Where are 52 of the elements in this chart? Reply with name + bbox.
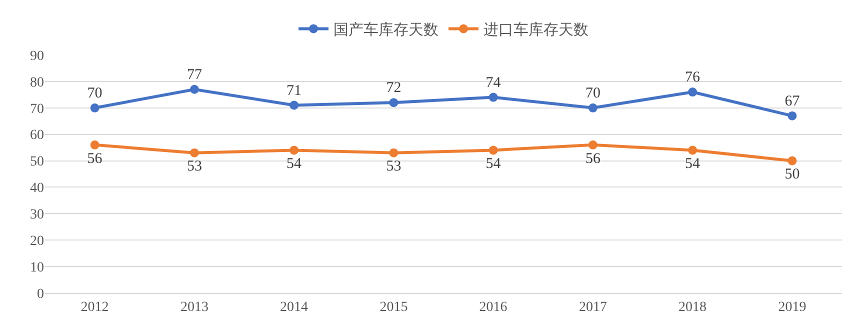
data-label: 54: [286, 156, 302, 172]
y-tick-label: 60: [30, 128, 44, 144]
legend-label: 进口车库存天数: [484, 22, 588, 39]
data-label: 50: [784, 166, 800, 183]
point: [788, 111, 797, 120]
y-tick-label: 90: [30, 48, 44, 64]
point: [488, 92, 498, 102]
data-label: 54: [685, 156, 701, 172]
y-tick-label: 70: [30, 102, 44, 117]
point: [389, 148, 398, 158]
data-label: 74: [486, 74, 502, 91]
point: [488, 146, 498, 155]
point: [290, 146, 299, 155]
y-tick-label: 80: [30, 75, 44, 90]
data-label: 53: [186, 158, 202, 175]
data-label: 71: [286, 82, 302, 99]
y-tick-label: 0: [37, 286, 44, 302]
data-label: 53: [386, 158, 402, 175]
x-tick-label: 2014: [280, 300, 308, 315]
x-tick-label: 2015: [380, 300, 408, 315]
data-label: 54: [486, 156, 502, 172]
data-label: 77: [186, 67, 202, 84]
x-tick-label: 2017: [578, 300, 607, 315]
point: [90, 103, 100, 112]
data-label: 67: [784, 93, 800, 110]
x-tick-label: 2012: [80, 300, 109, 315]
x-tick-label: 2013: [180, 300, 208, 315]
point: [688, 146, 698, 155]
data-label: 70: [87, 86, 102, 102]
y-tick-label: 50: [30, 154, 44, 170]
x-tick-label: 2016: [479, 300, 508, 315]
point: [190, 84, 199, 94]
data-label: 76: [685, 70, 701, 86]
x-tick-label: 2019: [778, 300, 806, 315]
y-tick-label: 10: [30, 260, 44, 276]
y-tick-label: 40: [30, 181, 44, 196]
legend-label: 国产车库存天数: [334, 22, 438, 39]
point: [190, 148, 199, 158]
point: [290, 100, 299, 110]
data-label: 56: [585, 150, 601, 167]
point: [389, 98, 398, 108]
point: [788, 156, 797, 166]
point: [90, 140, 100, 150]
point: [588, 103, 598, 112]
data-label: 72: [386, 80, 402, 96]
y-tick-label: 30: [30, 208, 44, 223]
data-label: 70: [585, 86, 600, 102]
point: [688, 88, 698, 97]
y-tick-label: 20: [30, 234, 44, 250]
x-tick-label: 2018: [678, 300, 707, 315]
data-label: 56: [87, 150, 103, 167]
point: [588, 140, 598, 150]
